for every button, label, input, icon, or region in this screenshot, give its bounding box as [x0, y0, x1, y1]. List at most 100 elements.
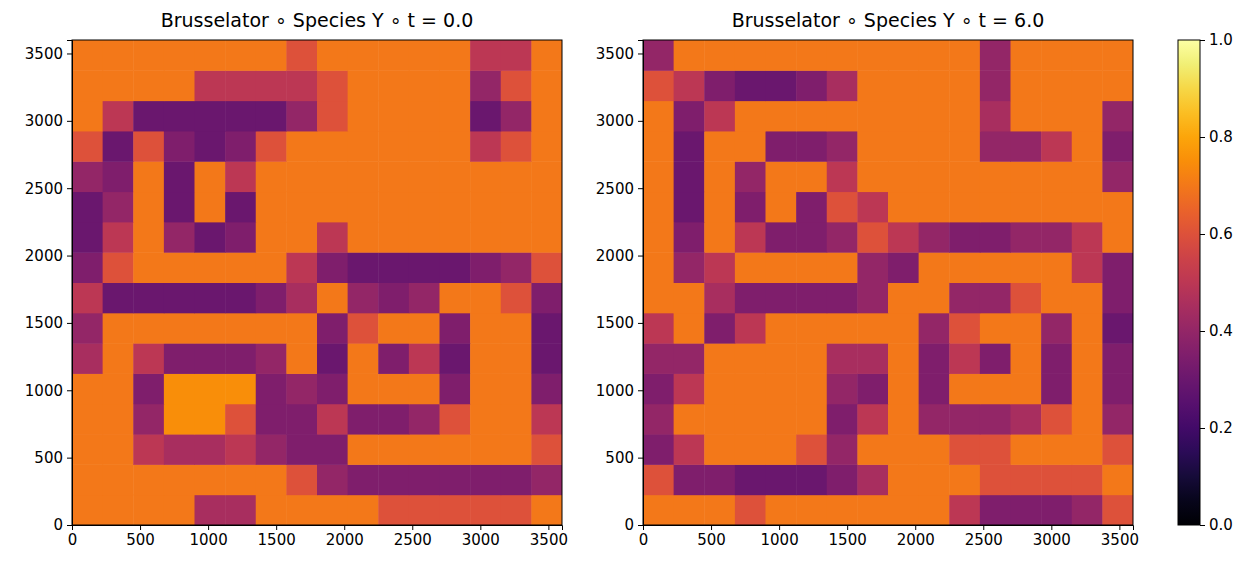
cell [531, 404, 562, 435]
cell [409, 434, 440, 465]
cell [1041, 101, 1072, 132]
cell [1102, 70, 1133, 101]
cell [348, 252, 379, 283]
tick-mark [67, 525, 72, 526]
cell [501, 131, 532, 162]
cell [919, 131, 950, 162]
cell [888, 283, 919, 314]
cell [378, 313, 409, 344]
cell [766, 313, 797, 344]
cell [857, 404, 888, 435]
cell [1102, 252, 1133, 283]
cell [440, 222, 471, 253]
tick: 3000 [462, 525, 500, 549]
cell [286, 343, 317, 374]
cell [704, 192, 735, 223]
cell [1072, 40, 1103, 71]
tick-mark [638, 256, 643, 257]
plot-frame [643, 40, 1133, 525]
cell [857, 131, 888, 162]
cell [225, 313, 256, 344]
tick-label: 2500 [965, 531, 1003, 549]
heatmap [643, 40, 1133, 525]
cell [348, 404, 379, 435]
tick: 1000 [761, 525, 799, 549]
cell [674, 101, 705, 132]
cell [256, 495, 287, 525]
cell [470, 495, 501, 525]
cell [766, 161, 797, 192]
cell [317, 161, 348, 192]
cell [72, 373, 103, 404]
cell [796, 434, 827, 465]
cell [1072, 222, 1103, 253]
cell [470, 464, 501, 495]
cell [470, 131, 501, 162]
cell [501, 161, 532, 192]
cell [501, 343, 532, 374]
cell [256, 40, 287, 71]
cell [195, 192, 226, 223]
cell [286, 222, 317, 253]
tick-mark [779, 525, 780, 530]
cell [225, 464, 256, 495]
cell [72, 101, 103, 132]
cell [888, 434, 919, 465]
cell [470, 283, 501, 314]
cell [796, 283, 827, 314]
cell [1011, 495, 1042, 525]
cell [286, 313, 317, 344]
cell [1102, 40, 1133, 71]
cell [164, 495, 195, 525]
tick-label: 3000 [462, 531, 500, 549]
cell [256, 404, 287, 435]
cell [735, 222, 766, 253]
cell [286, 192, 317, 223]
chart-title: Brusselator ∘ Species Y ∘ t = 0.0 [161, 9, 474, 31]
cell [72, 495, 103, 525]
cell [164, 101, 195, 132]
cell [195, 313, 226, 344]
tick-mark [548, 525, 549, 530]
cell [1072, 313, 1103, 344]
cell [857, 495, 888, 525]
cell [827, 131, 858, 162]
cell [501, 434, 532, 465]
tick-label: 1000 [761, 531, 799, 549]
tick: 0 [53, 516, 72, 534]
cell [1102, 343, 1133, 374]
tick-mark [1200, 137, 1205, 138]
cell [317, 404, 348, 435]
cell [225, 434, 256, 465]
cell [531, 161, 562, 192]
cell [103, 434, 134, 465]
cell [766, 283, 797, 314]
cell [827, 192, 858, 223]
tick-mark [1200, 428, 1205, 429]
cell [766, 434, 797, 465]
cell [501, 192, 532, 223]
cell [164, 70, 195, 101]
cell [766, 464, 797, 495]
cell [674, 192, 705, 223]
cell [348, 222, 379, 253]
cell [225, 70, 256, 101]
cell [225, 343, 256, 374]
cell [919, 222, 950, 253]
cell [919, 313, 950, 344]
cell [674, 131, 705, 162]
tick-mark [1200, 331, 1205, 332]
cell [1072, 161, 1103, 192]
cell [72, 131, 103, 162]
cell [317, 313, 348, 344]
cell [1072, 70, 1103, 101]
cell [1011, 343, 1042, 374]
tick-label: 3500 [596, 45, 634, 63]
tick: 0.2 [1200, 419, 1233, 437]
cell [470, 373, 501, 404]
cell [409, 161, 440, 192]
tick-label: 2500 [596, 179, 634, 197]
cell [980, 192, 1011, 223]
cell [133, 404, 164, 435]
cell [378, 101, 409, 132]
